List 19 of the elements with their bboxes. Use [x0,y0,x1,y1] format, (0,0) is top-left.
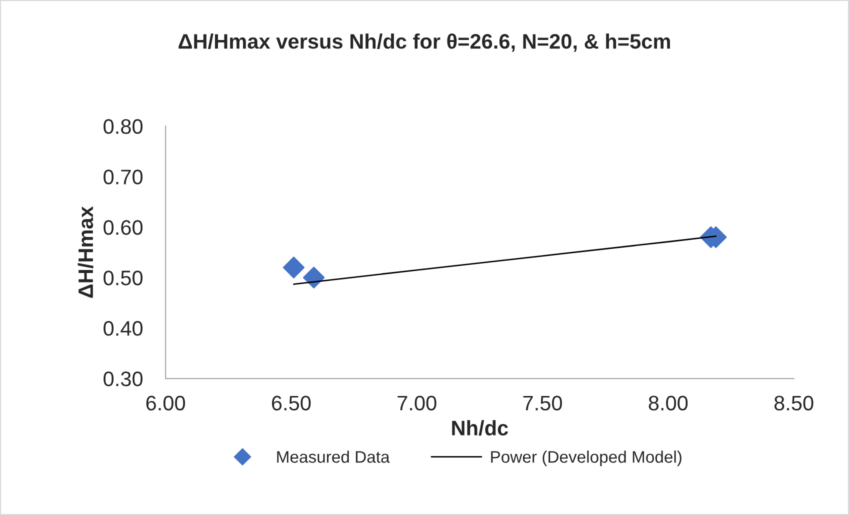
x-tick-label: 8.00 [648,396,688,410]
legend-label: Power (Developed Model) [491,450,682,466]
x-axis-title: Nh/dc [452,420,508,436]
y-tick-label: 0.80 [104,119,143,134]
y-tick-label: 0.70 [104,170,143,184]
y-tick-label: 0.60 [104,220,143,235]
x-tick-label: 6.00 [146,396,186,410]
chart-title: ΔH/Hmax versus Nh/dc for θ=26.6, N=20, & h=5cm [178,33,670,52]
y-tick-label: 0.40 [104,321,143,336]
y-axis-title: ΔH/Hmax [78,206,94,298]
x-tick-label: 6.50 [272,396,311,410]
x-tick-label: 8.50 [774,396,814,410]
legend-label: Measured Data [277,450,390,463]
point [282,256,305,278]
x-tick-label: 7.00 [398,396,436,410]
y-tick-label: 0.30 [104,372,143,386]
x-tick-label: 7.50 [523,396,562,410]
y-tick-label: 0.50 [104,270,143,286]
point [302,266,325,288]
